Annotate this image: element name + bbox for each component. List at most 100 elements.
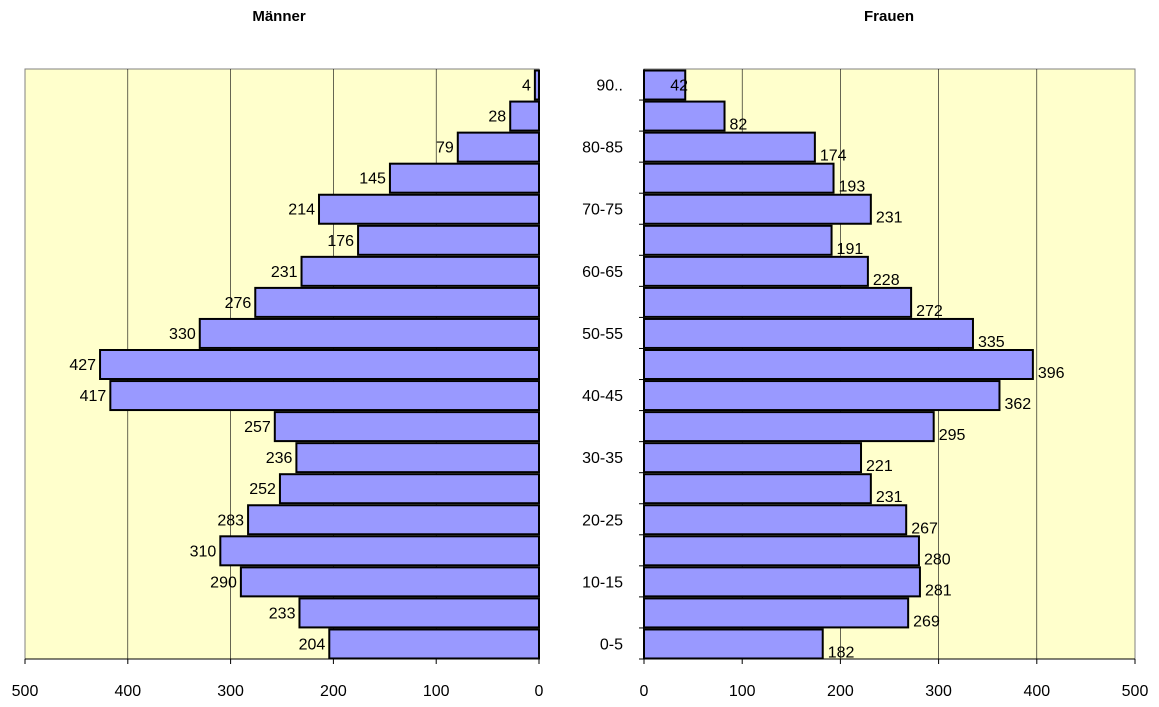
category-label-12: 60-65: [582, 264, 623, 281]
bar-frauen-13: [643, 224, 833, 256]
bar-frauen-17: [643, 100, 726, 132]
bar-maenner-4: [247, 504, 541, 536]
data-label-frauen-8: 362: [1004, 396, 1031, 413]
tick-label-frauen-0: 0: [640, 683, 649, 700]
chart-title-maenner: Männer: [252, 8, 306, 25]
bar-maenner-7: [273, 411, 540, 443]
category-label-6: 30-35: [582, 450, 623, 467]
bar-maenner-12: [300, 255, 541, 287]
category-label-8: 40-45: [582, 388, 623, 405]
bar-frauen-5: [643, 473, 872, 505]
data-label-maenner-2: 290: [210, 574, 237, 591]
category-label-14: 70-75: [582, 202, 623, 219]
data-label-frauen-6: 221: [866, 458, 893, 475]
tick-label-maenner-2: 300: [217, 683, 244, 700]
tick-label-frauen-3: 300: [925, 683, 952, 700]
data-label-maenner-16: 79: [436, 140, 454, 157]
bar-maenner-3: [219, 535, 540, 567]
data-label-maenner-6: 236: [266, 450, 293, 467]
data-label-frauen-16: 174: [820, 148, 847, 165]
bar-frauen-0: [643, 628, 824, 660]
bar-frauen-7: [643, 411, 935, 443]
data-label-maenner-4: 283: [217, 512, 244, 529]
bar-maenner-15: [388, 162, 540, 194]
tick-label-frauen-4: 400: [1023, 683, 1050, 700]
category-label-16: 80-85: [582, 140, 623, 157]
data-label-frauen-12: 228: [873, 272, 900, 289]
bar-frauen-10: [643, 317, 974, 349]
data-label-frauen-13: 191: [837, 241, 864, 258]
tick-label-frauen-2: 200: [827, 683, 854, 700]
bar-maenner-6: [295, 442, 540, 474]
bar-frauen-6: [643, 442, 863, 474]
category-label-10: 50-55: [582, 326, 623, 343]
bar-maenner-8: [109, 380, 540, 412]
chart-frauen: Frauen 0 100 200 300 400 500 0-5 10-15 20-25 30-…: [582, 8, 1148, 700]
bar-frauen-3: [643, 535, 920, 567]
data-label-frauen-11: 272: [916, 303, 943, 320]
data-label-frauen-3: 280: [924, 551, 951, 568]
data-label-frauen-4: 267: [911, 520, 938, 537]
data-label-maenner-10: 330: [169, 326, 196, 343]
data-label-frauen-5: 231: [876, 489, 903, 506]
bar-maenner-16: [456, 131, 540, 163]
data-label-frauen-0: 182: [828, 644, 855, 661]
data-label-maenner-15: 145: [359, 171, 386, 188]
data-label-frauen-2: 281: [925, 582, 952, 599]
data-label-maenner-12: 231: [271, 264, 298, 281]
data-label-frauen-9: 396: [1038, 365, 1065, 382]
category-label-2: 10-15: [582, 574, 623, 591]
data-label-maenner-14: 214: [288, 202, 315, 219]
data-label-maenner-1: 233: [269, 605, 296, 622]
bar-frauen-11: [643, 286, 913, 318]
tick-label-maenner-1: 400: [114, 683, 141, 700]
bar-maenner-11: [254, 286, 540, 318]
data-label-maenner-17: 28: [488, 109, 506, 126]
bar-frauen-8: [643, 380, 1001, 412]
data-label-maenner-13: 176: [327, 233, 354, 250]
data-label-frauen-10: 335: [978, 334, 1005, 351]
category-label-4: 20-25: [582, 512, 623, 529]
tick-label-frauen-1: 100: [729, 683, 756, 700]
data-label-maenner-5: 252: [249, 481, 276, 498]
data-label-frauen-1: 269: [913, 613, 940, 630]
data-label-maenner-9: 427: [69, 357, 96, 374]
bar-frauen-12: [643, 255, 869, 287]
data-label-frauen-7: 295: [939, 427, 966, 444]
bar-frauen-14: [643, 193, 872, 225]
bar-maenner-2: [239, 566, 540, 598]
bar-maenner-17: [509, 100, 541, 132]
category-label-18: 90..: [596, 78, 623, 95]
chart-maenner: Männer 500 400 300 200 100 0 2042332903102832…: [12, 8, 544, 700]
data-label-frauen-14: 231: [876, 210, 903, 227]
bar-maenner-10: [198, 317, 540, 349]
tick-label-maenner-4: 100: [423, 683, 450, 700]
data-label-maenner-11: 276: [225, 295, 252, 312]
bar-maenner-1: [298, 597, 541, 629]
y-axis-categories: 0-5 10-15 20-25 30-35 40-45 50-55 60-65 70-75 80…: [582, 78, 644, 660]
data-label-maenner-7: 257: [244, 419, 271, 436]
bar-maenner-18: [533, 69, 541, 101]
bar-maenner-13: [357, 224, 540, 256]
data-label-maenner-0: 204: [299, 636, 326, 653]
data-label-frauen-15: 193: [839, 179, 866, 196]
chart-title-frauen: Frauen: [864, 8, 914, 25]
tick-label-maenner-0: 500: [12, 683, 39, 700]
bar-maenner-9: [99, 349, 540, 380]
tick-label-maenner-3: 200: [320, 683, 347, 700]
bars-maenner: [99, 69, 541, 660]
tick-label-frauen-5: 500: [1122, 683, 1149, 700]
bar-frauen-2: [643, 566, 921, 598]
data-label-maenner-18: 4: [522, 78, 531, 95]
data-label-maenner-8: 417: [80, 388, 107, 405]
data-label-frauen-17: 82: [730, 117, 748, 134]
data-labels-frauen: 182 269 281 280 267 231 221 295 362 396 335 272 228 1…: [670, 78, 1064, 662]
data-label-frauen-18: 42: [670, 78, 688, 95]
category-label-0: 0-5: [600, 636, 623, 653]
bar-frauen-4: [643, 504, 908, 536]
bar-frauen-16: [643, 131, 816, 163]
bars-frauen: [643, 69, 1034, 660]
bar-frauen-15: [643, 162, 835, 194]
